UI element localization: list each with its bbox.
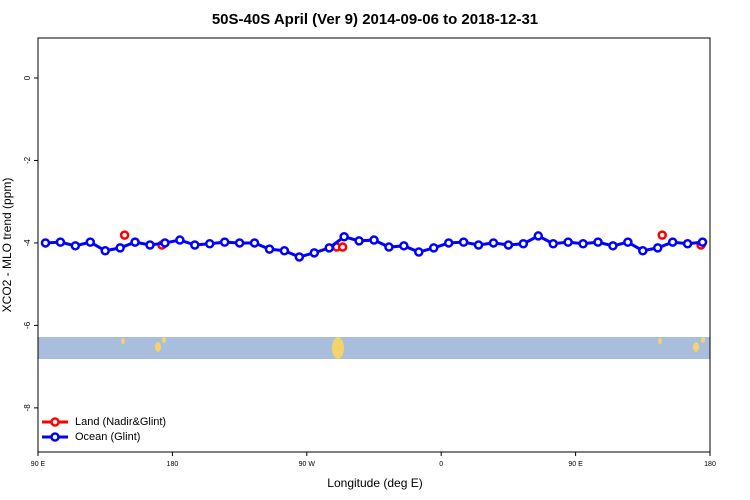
y-tick-label: 0 bbox=[23, 75, 32, 80]
plot-frame bbox=[37, 37, 711, 453]
data-point bbox=[324, 243, 334, 253]
data-point bbox=[204, 239, 215, 249]
data-point bbox=[667, 237, 678, 247]
x-tick-label: 90 E bbox=[568, 461, 583, 468]
data-point bbox=[337, 242, 348, 252]
land-patches bbox=[121, 337, 705, 359]
data-point bbox=[657, 230, 667, 240]
y-tick-label: -2 bbox=[23, 156, 32, 164]
y-tick-label: -8 bbox=[23, 404, 32, 412]
legend-entry: Land (Nadir&Glint) bbox=[42, 416, 166, 428]
data-point bbox=[115, 243, 125, 253]
data-point bbox=[55, 237, 66, 247]
x-axis-label: Longitude (deg E) bbox=[327, 476, 422, 490]
data-point bbox=[518, 239, 529, 249]
data-point bbox=[563, 237, 573, 247]
x-tick-label: 180 bbox=[704, 461, 716, 468]
legend-label: Land (Nadir&Glint) bbox=[75, 416, 166, 428]
data-point bbox=[85, 237, 96, 247]
data-point bbox=[533, 231, 544, 241]
land-mask-band bbox=[38, 337, 710, 359]
data-point bbox=[428, 243, 439, 253]
data-point bbox=[578, 239, 588, 249]
data-point bbox=[488, 238, 499, 248]
data-point bbox=[339, 232, 349, 242]
x-tick-label: 90 E bbox=[31, 461, 46, 468]
data-point bbox=[309, 248, 320, 258]
data-point bbox=[40, 238, 51, 248]
y-tick-label: -6 bbox=[23, 321, 32, 329]
data-point bbox=[369, 235, 379, 245]
data-point bbox=[384, 242, 394, 252]
data-point bbox=[100, 246, 110, 256]
data-point bbox=[70, 241, 81, 251]
data-point bbox=[160, 238, 170, 248]
data-point bbox=[503, 240, 514, 250]
chart-title: 50S-40S April (Ver 9) 2014-09-06 to 2018… bbox=[212, 11, 538, 28]
data-point bbox=[119, 230, 130, 240]
data-point bbox=[190, 240, 200, 250]
data-point bbox=[294, 252, 305, 262]
x-tick-label: 0 bbox=[439, 461, 443, 468]
legend-marker bbox=[50, 417, 60, 427]
legend-entry: Ocean (Glint) bbox=[42, 431, 140, 443]
data-point bbox=[623, 237, 633, 247]
data-point bbox=[443, 238, 454, 248]
legend-marker bbox=[50, 432, 60, 442]
data-point bbox=[697, 237, 708, 247]
data-point bbox=[638, 246, 648, 256]
data-point bbox=[399, 241, 409, 251]
x-tick-label: 90 W bbox=[299, 461, 316, 468]
data-point bbox=[234, 238, 245, 248]
data-point bbox=[593, 237, 603, 247]
y-tick-label: -4 bbox=[23, 239, 32, 247]
data-point bbox=[548, 239, 558, 249]
data-point bbox=[145, 240, 155, 250]
data-point bbox=[264, 244, 275, 254]
x-tick-label: 180 bbox=[167, 461, 179, 468]
data-point bbox=[458, 237, 469, 247]
y-axis-label: XCO2 - MLO trend (ppm) bbox=[0, 178, 14, 313]
legend-label: Ocean (Glint) bbox=[75, 431, 140, 443]
data-point bbox=[414, 247, 424, 257]
data-point bbox=[219, 237, 230, 247]
data-point bbox=[473, 240, 484, 250]
data-point bbox=[175, 235, 185, 245]
data-point bbox=[354, 236, 364, 246]
data-point bbox=[608, 241, 618, 251]
data-point bbox=[249, 238, 260, 248]
data-point bbox=[279, 246, 290, 256]
data-point bbox=[682, 239, 693, 249]
data-point bbox=[130, 237, 140, 247]
data-point bbox=[652, 243, 663, 253]
